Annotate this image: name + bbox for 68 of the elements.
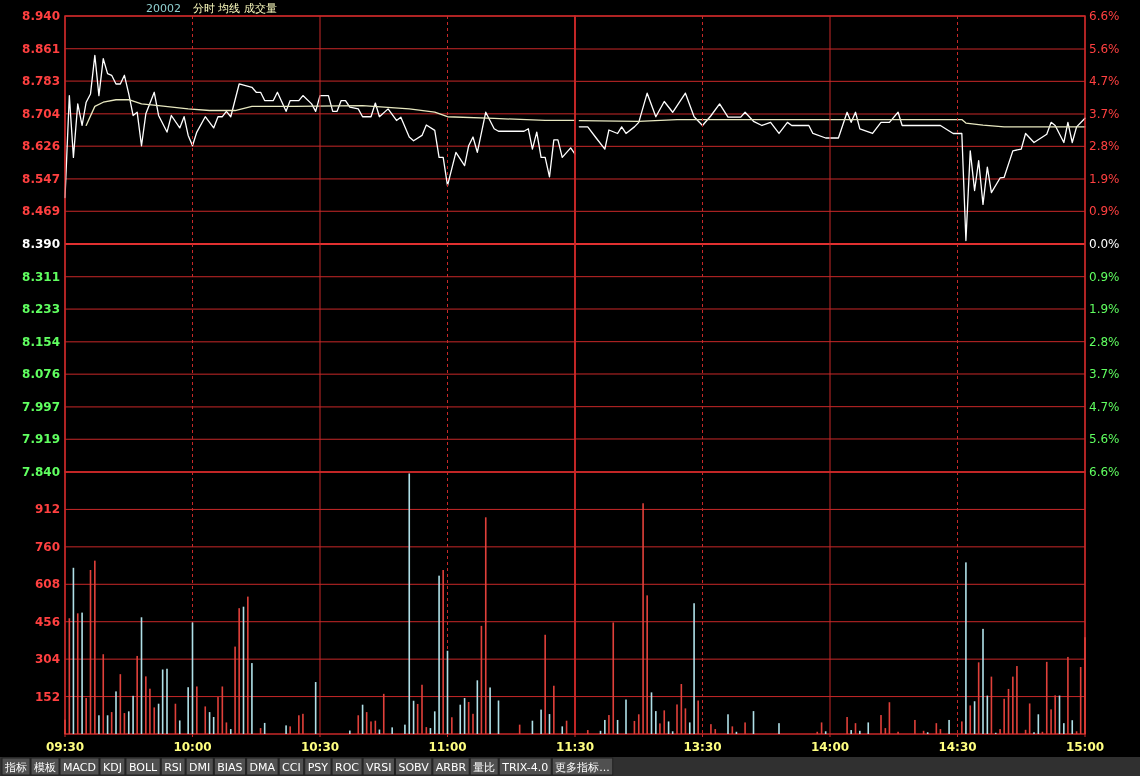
y2-tick-label: 3.7% [1089, 107, 1120, 122]
y2-tick-label: 4.7% [1089, 74, 1120, 89]
y2-tick-label: 6.6% [1089, 9, 1120, 23]
text: 更多指标... [555, 761, 610, 774]
line-series [578, 92, 1086, 242]
y-tick-label: 8.626 [22, 139, 60, 154]
y2-tick-label: 2.8% [1089, 139, 1120, 154]
x-tick-label: 14:00 [810, 740, 850, 754]
y-tick-label: 608 [34, 577, 60, 592]
y-tick-label: 8.469 [22, 204, 60, 219]
y-tick-label: 8.704 [22, 106, 60, 121]
y-tick-label: 456 [34, 614, 60, 629]
y2-tick-label: 5.6% [1089, 42, 1120, 57]
x-tick-label: 15:00 [1065, 740, 1105, 754]
y-tick-label: 8.390 [22, 237, 60, 251]
x-tick-label: 11:00 [428, 740, 467, 754]
text: KDJ [102, 761, 122, 774]
y-tick-label: 8.783 [22, 74, 60, 89]
y-tick-label: 8.311 [22, 269, 60, 284]
text: DMA [249, 761, 276, 774]
text: CCI [282, 761, 301, 774]
line-series [578, 118, 1086, 128]
x-tick-label: 10:00 [173, 740, 212, 754]
x-tick-label: 13:30 [683, 740, 722, 754]
y2-tick-label: 3.7% [1089, 366, 1120, 381]
y-tick-label: 8.547 [22, 171, 60, 186]
y-tick-label: 760 [34, 539, 60, 554]
y2-tick-label: 6.6% [1089, 465, 1120, 479]
y2-tick-label: 0.9% [1089, 204, 1120, 219]
text: RSI [164, 761, 183, 774]
chart-subtitle: 分时 均线 成交量 [193, 2, 277, 15]
y-tick-label: 7.997 [22, 399, 60, 414]
x-tick-label: 10:30 [300, 740, 340, 754]
text: ARBR [435, 761, 467, 774]
y-tick-label: 8.940 [22, 9, 60, 23]
y2-tick-label: 1.9% [1089, 301, 1120, 316]
text: MACD [63, 761, 96, 774]
text: SOBV [398, 761, 430, 774]
y2-tick-label: 0.9% [1089, 269, 1120, 284]
text: DMI [189, 761, 211, 774]
y-tick-label: 8.076 [22, 367, 60, 382]
line-series [85, 99, 576, 127]
y-tick-label: 304 [34, 652, 60, 667]
x-tick-label: 14:30 [938, 740, 977, 754]
y-tick-label: 7.919 [22, 432, 60, 447]
y2-tick-label: 4.7% [1089, 399, 1120, 414]
y-tick-label: 152 [34, 689, 60, 704]
y2-tick-label: 1.9% [1089, 172, 1120, 187]
text: TRIX-4.0 [501, 761, 549, 774]
y-tick-label: 8.861 [22, 41, 60, 56]
y-tick-label: 912 [34, 502, 60, 517]
text: 模板 [34, 761, 56, 774]
chart-title: 20002 [146, 2, 181, 15]
text: 指标 [4, 761, 27, 774]
text: 量比 [473, 761, 496, 774]
x-tick-label: 11:30 [555, 740, 595, 754]
text: ROC [335, 761, 360, 774]
text: PSY [307, 761, 329, 774]
y-tick-label: 7.840 [22, 465, 60, 479]
y2-tick-label: 5.6% [1089, 431, 1120, 446]
y2-tick-label: 2.8% [1089, 334, 1120, 349]
text: BIAS [217, 761, 243, 774]
text: BOLL [128, 761, 159, 774]
y-tick-label: 8.154 [22, 334, 60, 349]
y-tick-label: 8.233 [22, 302, 60, 317]
text: VRSI [366, 761, 392, 774]
y2-tick-label: 0.0% [1089, 237, 1120, 251]
x-tick-label: 09:30 [45, 740, 85, 754]
